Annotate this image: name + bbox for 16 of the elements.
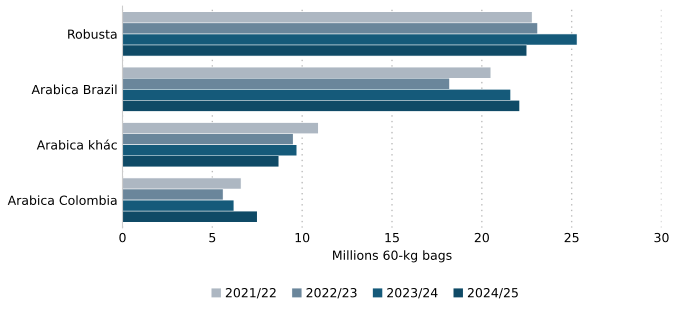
x-tick-label: 25 xyxy=(564,232,579,242)
y-tick-label: Robusta xyxy=(68,29,117,39)
x-tick-label: 20 xyxy=(474,232,489,242)
x-tick-label: 10 xyxy=(296,232,310,242)
x-axis-title: Millions 60-kg bags xyxy=(333,250,452,262)
legend-label: 2023/24 xyxy=(387,288,438,298)
x-tick-label: 15 xyxy=(385,233,399,242)
legend-label: 2021/22 xyxy=(226,288,276,298)
x-tick-label: 30 xyxy=(654,232,669,242)
y-tick-label: Arabica Colombia xyxy=(8,195,116,205)
y-tick-label: Arabica khác xyxy=(36,139,117,150)
legend-label: 2022/23 xyxy=(306,288,357,298)
legend-label: 2024/25 xyxy=(468,288,518,298)
x-tick-label: 5 xyxy=(209,233,216,242)
y-tick-label: Arabica Brazil xyxy=(32,84,116,94)
x-tick-label: 0 xyxy=(119,232,126,242)
